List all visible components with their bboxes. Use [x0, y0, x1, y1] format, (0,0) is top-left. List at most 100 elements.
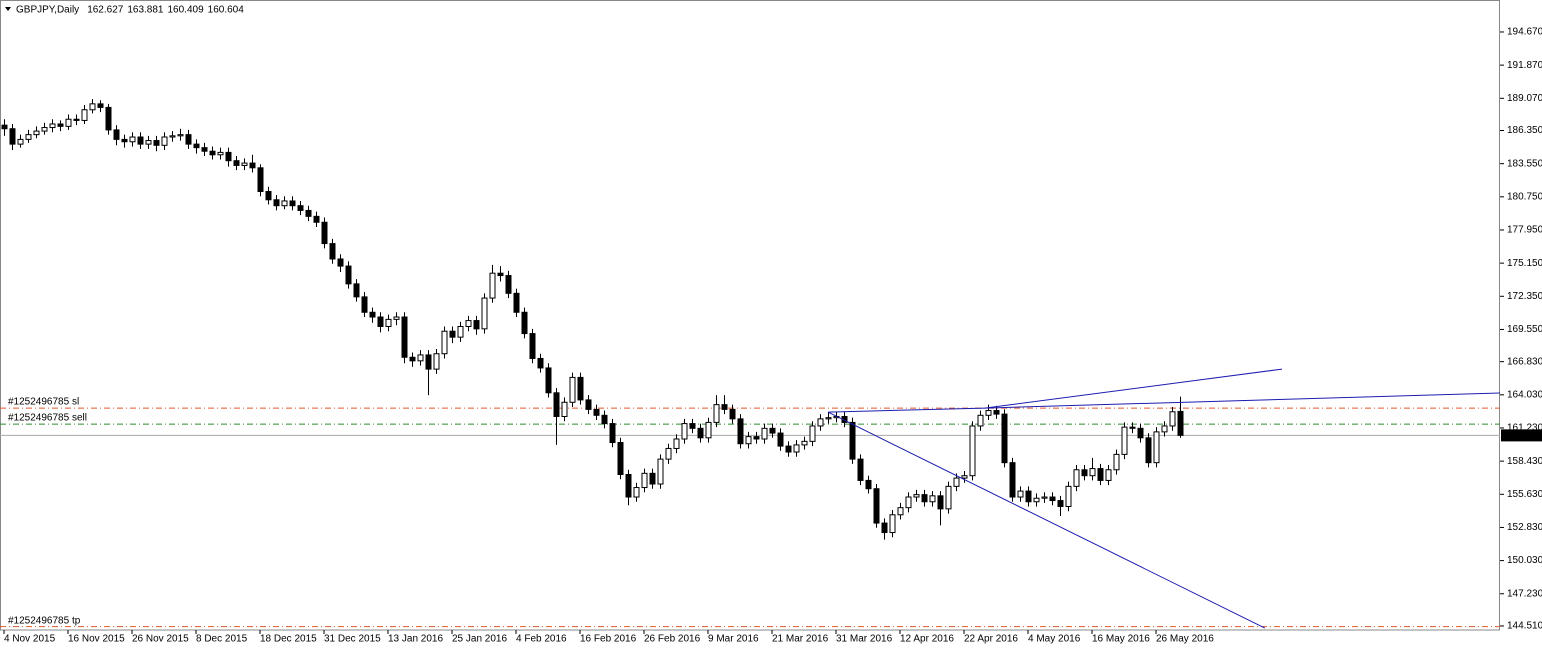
- x-tick-label: 31 Dec 2015: [324, 634, 381, 645]
- candle-body: [785, 445, 792, 453]
- candle-body: [553, 392, 560, 417]
- candle-body: [97, 103, 104, 108]
- candle-body: [617, 442, 624, 476]
- candle-body: [425, 354, 432, 370]
- candle-body: [145, 140, 152, 145]
- candle-body: [993, 410, 1000, 415]
- candle-body: [457, 325, 464, 338]
- candle-body: [385, 318, 392, 327]
- candle-body: [281, 200, 288, 207]
- candle-body: [185, 134, 192, 145]
- candle-body: [561, 401, 568, 417]
- candle-body: [1129, 426, 1136, 429]
- candle-body: [177, 134, 184, 137]
- y-tick-label: 180.750: [1507, 191, 1542, 202]
- candle-body: [817, 418, 824, 427]
- candle-body: [497, 272, 504, 277]
- candle-body: [1049, 496, 1056, 502]
- candle-body: [409, 356, 416, 362]
- menu-triangle: [5, 7, 11, 11]
- y-tick-label: 158.430: [1507, 456, 1542, 467]
- candle-body: [657, 458, 664, 485]
- candle-body: [273, 199, 280, 207]
- candle-body: [41, 127, 48, 132]
- x-tick-label: 26 May 2016: [1156, 634, 1214, 645]
- trendline: [827, 407, 985, 413]
- candle-body: [161, 136, 168, 146]
- candle-body: [481, 297, 488, 330]
- candle-body: [81, 109, 88, 121]
- y-tick-label: 189.070: [1507, 93, 1542, 104]
- candle-body: [905, 496, 912, 509]
- candle-body: [113, 129, 120, 140]
- candle-body: [1033, 497, 1040, 503]
- candle-body: [577, 376, 584, 401]
- x-tick-label: 13 Jan 2016: [388, 634, 443, 645]
- candle-body: [417, 354, 424, 362]
- candle-body: [225, 151, 232, 162]
- candle-body: [761, 427, 768, 440]
- candle-body: [673, 438, 680, 449]
- candle-body: [137, 136, 144, 145]
- candle-body: [169, 135, 176, 138]
- candle-body: [393, 316, 400, 320]
- candle-body: [825, 417, 832, 420]
- candle-body: [465, 320, 472, 327]
- candle-body: [849, 421, 856, 460]
- candle-body: [769, 427, 776, 434]
- y-tick-label: 194.670: [1507, 27, 1542, 38]
- candle-body: [1065, 485, 1072, 507]
- chart-title: GBPJPY,Daily: [16, 5, 79, 16]
- candle-body: [1097, 468, 1104, 481]
- x-tick-label: 4 Feb 2016: [516, 634, 567, 645]
- header-high: 163.881: [127, 5, 164, 16]
- candle-body: [593, 408, 600, 416]
- candle-body: [1025, 490, 1032, 503]
- candle-body: [249, 162, 256, 169]
- x-tick-label: 12 Apr 2016: [900, 634, 954, 645]
- candle-body: [73, 118, 80, 121]
- x-tick-label: 16 Feb 2016: [580, 634, 637, 645]
- candle-body: [121, 138, 128, 143]
- y-tick-label: 183.550: [1507, 158, 1542, 169]
- y-tick-label: 175.150: [1507, 258, 1542, 269]
- candle-body: [793, 444, 800, 453]
- candle-body: [737, 418, 744, 445]
- candle-body: [1073, 469, 1080, 487]
- candle-body: [801, 440, 808, 446]
- candle-body: [345, 265, 352, 285]
- candle-body: [1, 124, 8, 130]
- candle-body: [881, 522, 888, 534]
- candle-body: [609, 423, 616, 444]
- x-tick-label: 18 Dec 2015: [260, 634, 317, 645]
- x-tick-label: 26 Feb 2016: [644, 634, 701, 645]
- candle-body: [969, 425, 976, 477]
- candle-body: [449, 330, 456, 338]
- candle-body: [937, 495, 944, 510]
- x-tick-label: 16 May 2016: [1092, 634, 1150, 645]
- candle-body: [857, 458, 864, 481]
- candle-body: [265, 190, 272, 201]
- candle-body: [105, 106, 112, 131]
- candle-body: [929, 495, 936, 503]
- x-tick-label: 22 Apr 2016: [964, 634, 1018, 645]
- candle-body: [153, 140, 160, 146]
- candle-body: [321, 221, 328, 245]
- candle-body: [513, 292, 520, 313]
- candle-body: [289, 200, 296, 207]
- y-tick-label: 150.030: [1507, 555, 1542, 566]
- candle-body: [961, 475, 968, 479]
- candle-body: [1113, 453, 1120, 471]
- candle-body: [1105, 469, 1112, 481]
- candle-body: [945, 485, 952, 510]
- candle-body: [897, 507, 904, 516]
- candle-body: [49, 123, 56, 129]
- candle-body: [433, 353, 440, 370]
- trendline: [984, 392, 1500, 409]
- y-tick-label: 155.630: [1507, 489, 1542, 500]
- candle-body: [1161, 425, 1168, 433]
- candle-body: [665, 447, 672, 460]
- y-tick-label: 147.230: [1507, 588, 1542, 599]
- candle-body: [1145, 437, 1152, 464]
